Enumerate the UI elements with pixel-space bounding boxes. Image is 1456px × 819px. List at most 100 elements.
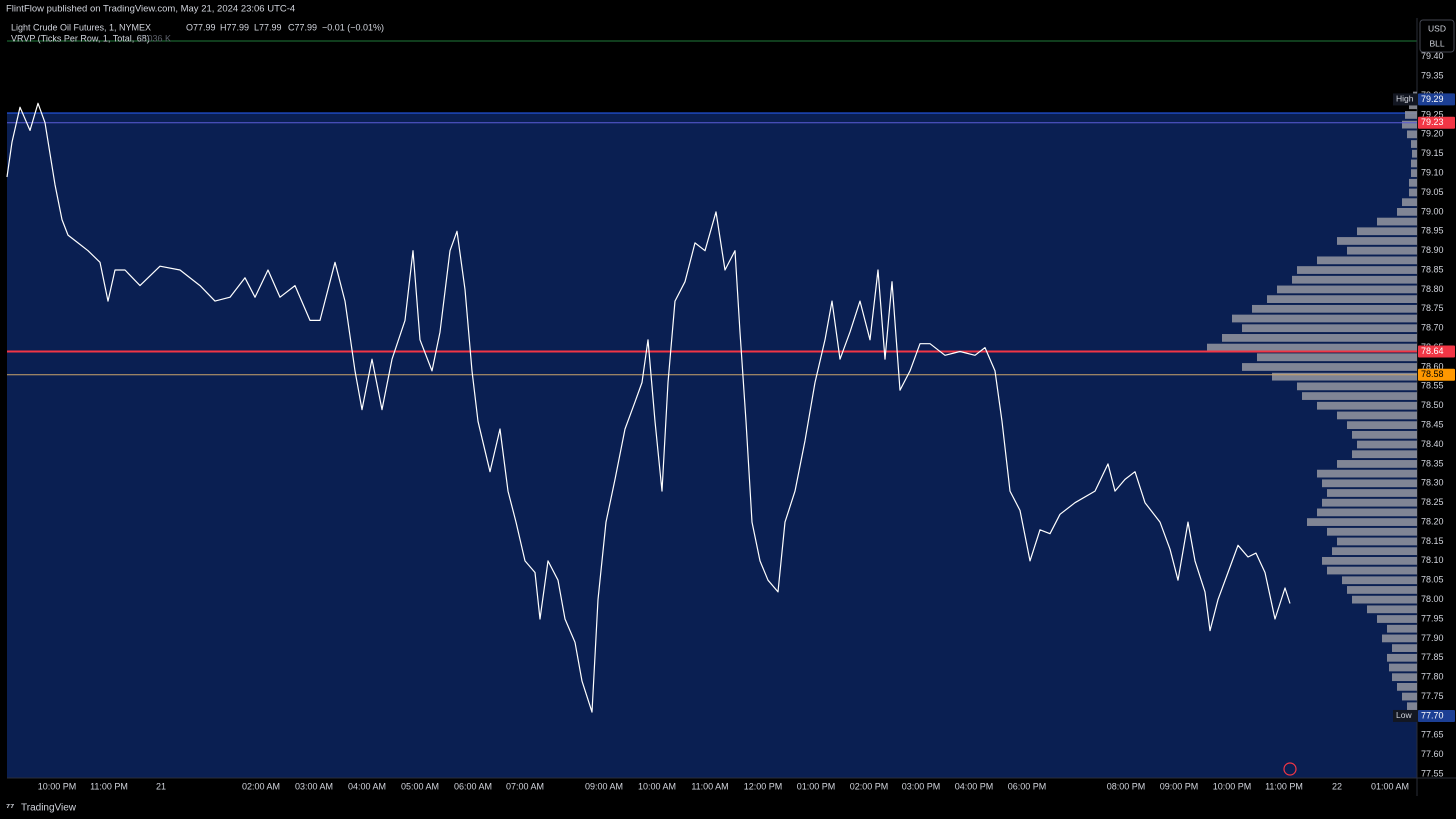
replay-icon[interactable] xyxy=(1283,762,1297,776)
x-tick-label: 03:00 AM xyxy=(295,781,333,791)
volume-profile-bar xyxy=(1347,421,1417,430)
volume-profile-bar xyxy=(1342,576,1417,585)
volume-profile-bar xyxy=(1402,120,1417,129)
legend-change: −0.01 (−0.01%) xyxy=(322,22,384,32)
volume-profile-bar xyxy=(1397,683,1417,691)
y-tick-label: 78.05 xyxy=(1421,575,1444,585)
y-tick-label: 77.80 xyxy=(1421,672,1444,682)
price-line-series xyxy=(6,102,1291,713)
price-marker-tag-box xyxy=(1393,93,1417,106)
x-tick-label: 06:00 AM xyxy=(454,781,492,791)
volume-profile-bar xyxy=(1377,615,1417,623)
y-tick-label: 78.35 xyxy=(1421,458,1444,468)
y-tick-label: 79.20 xyxy=(1421,129,1444,139)
legend-indicator: VRVP (Ticks Per Row, 1, Total, 68) xyxy=(11,33,150,43)
y-tick-label: 77.75 xyxy=(1421,691,1444,701)
volume-profile-bar xyxy=(1409,178,1417,187)
price-marker xyxy=(1418,93,1455,106)
volume-profile-bar xyxy=(1352,595,1417,604)
volume-profile-bar xyxy=(1272,372,1417,381)
y-tick-label: 78.10 xyxy=(1421,555,1444,565)
volume-profile-bar xyxy=(1357,440,1417,449)
volume-profile-bar xyxy=(1409,188,1417,197)
x-tick-label: 05:00 AM xyxy=(401,781,439,791)
volume-profile-bar xyxy=(1352,450,1417,459)
y-tick-label: 78.60 xyxy=(1421,361,1444,371)
volume-profile-bar xyxy=(1411,169,1417,177)
legend-ohlc: C77.99 xyxy=(288,22,317,32)
volume-profile-bar xyxy=(1377,217,1417,226)
volume-profile-bar xyxy=(1352,430,1417,439)
y-tick-label: 78.75 xyxy=(1421,303,1444,313)
volume-profile-bar xyxy=(1392,673,1417,682)
volume-profile-bar xyxy=(1252,304,1417,313)
volume-profile-bar xyxy=(1387,653,1417,662)
price-marker-label: 78.64 xyxy=(1421,346,1444,356)
volume-profile-bar xyxy=(1322,479,1417,488)
price-marker-tag: Low xyxy=(1396,710,1412,720)
x-tick-label: 09:00 AM xyxy=(585,781,623,791)
x-tick-label: 10:00 AM xyxy=(638,781,676,791)
volume-profile-bar xyxy=(1322,556,1417,565)
x-tick-label: 10:00 PM xyxy=(1213,781,1252,791)
volume-profile-bar xyxy=(1392,644,1417,652)
volume-profile-bar xyxy=(1382,634,1417,643)
volume-profile-bar xyxy=(1327,527,1417,536)
volume-profile-bar xyxy=(1411,140,1417,148)
price-marker xyxy=(1418,345,1455,358)
volume-profile-bar xyxy=(1357,227,1417,236)
x-tick-label: 10:00 PM xyxy=(38,781,77,791)
x-tick-label: 04:00 AM xyxy=(348,781,386,791)
y-tick-label: 77.90 xyxy=(1421,633,1444,643)
legend-series: Light Crude Oil Futures, 1, NYMEX xyxy=(11,22,151,32)
y-tick-label: 78.95 xyxy=(1421,226,1444,236)
volume-profile-bar xyxy=(1297,382,1417,391)
volume-profile-bar xyxy=(1297,266,1417,274)
y-tick-label: 78.15 xyxy=(1421,536,1444,546)
x-tick-label: 03:00 PM xyxy=(902,781,941,791)
volume-profile-bar xyxy=(1277,285,1417,294)
price-marker-label: 77.70 xyxy=(1421,710,1444,720)
y-tick-label: 78.80 xyxy=(1421,284,1444,294)
y-tick-label: 77.60 xyxy=(1421,749,1444,759)
volume-profile-bar xyxy=(1307,518,1417,526)
volume-profile-bar xyxy=(1317,508,1417,517)
volume-profile-bar xyxy=(1412,149,1417,158)
volume-profile-bar xyxy=(1327,489,1417,497)
volume-profile-bar xyxy=(1317,469,1417,478)
y-tick-label: 79.05 xyxy=(1421,187,1444,197)
y-tick-label: 78.85 xyxy=(1421,264,1444,274)
y-tick-label: 79.10 xyxy=(1421,167,1444,177)
legend-ohlc: H77.99 xyxy=(220,22,249,32)
x-tick-label: 06:00 PM xyxy=(1008,781,1047,791)
y-tick-label: 78.30 xyxy=(1421,478,1444,488)
volume-profile-bar xyxy=(1267,295,1417,303)
volume-profile-bar xyxy=(1407,702,1417,711)
volume-profile-bar xyxy=(1402,198,1417,207)
volume-profile-bar xyxy=(1292,275,1417,284)
legend-ohlc: O77.99 xyxy=(186,22,216,32)
y-tick-label: 77.65 xyxy=(1421,730,1444,740)
volume-profile-bar xyxy=(1257,353,1417,362)
volume-profile-bar xyxy=(1367,605,1417,614)
x-tick-label: 07:00 AM xyxy=(506,781,544,791)
y-tick-label: 78.00 xyxy=(1421,594,1444,604)
volume-profile-bar xyxy=(1337,460,1417,468)
price-marker xyxy=(1418,709,1455,722)
x-tick-label: 11:00 AM xyxy=(691,781,728,791)
price-marker-tag: High xyxy=(1396,94,1414,104)
x-tick-label: 11:00 PM xyxy=(90,781,128,791)
x-tick-label: 02:00 AM xyxy=(242,781,280,791)
brand-logo: ⁷⁷ xyxy=(6,803,14,814)
x-tick-label: 08:00 PM xyxy=(1107,781,1146,791)
legend-ohlc: L77.99 xyxy=(254,22,282,32)
y-tick-label: 78.45 xyxy=(1421,420,1444,430)
volume-profile-bar xyxy=(1389,663,1417,672)
volume-profile-bar xyxy=(1207,343,1417,352)
price-marker-label: 79.29 xyxy=(1421,94,1444,104)
volume-profile-bar xyxy=(1302,392,1417,400)
y-tick-label: 78.50 xyxy=(1421,400,1444,410)
y-tick-label: 79.00 xyxy=(1421,206,1444,216)
x-tick-label: 04:00 PM xyxy=(955,781,994,791)
